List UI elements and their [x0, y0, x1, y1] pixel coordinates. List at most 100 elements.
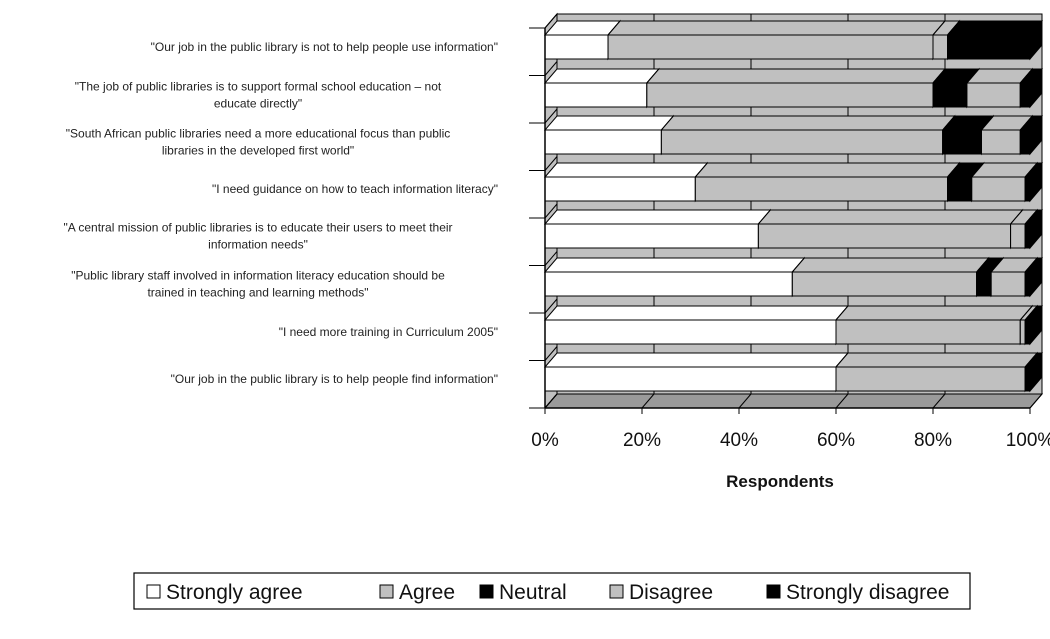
legend-entry: Strongly disagree: [767, 581, 949, 604]
bar-front-face: [977, 272, 992, 296]
legend: Strongly agree Agree Neutral Disagree Strong…: [134, 573, 970, 609]
bar-top-face: [948, 21, 1042, 35]
bar-front-face: [545, 35, 608, 59]
legend-label: Disagree: [629, 581, 713, 604]
bar-segment: [758, 210, 1022, 248]
bar-top-face: [545, 163, 707, 177]
x-tick-label: 20%: [623, 430, 661, 451]
bar-front-face: [695, 177, 947, 201]
legend-label: Strongly disagree: [786, 581, 949, 604]
bar-segment: [792, 258, 988, 296]
x-tick-label: 0%: [531, 430, 559, 451]
bar-front-face: [545, 272, 792, 296]
bar-front-face: [792, 272, 976, 296]
x-tick-label: 40%: [720, 430, 758, 451]
bar-top-face: [836, 306, 1032, 320]
bar-top-face: [545, 21, 620, 35]
bar-front-face: [948, 177, 972, 201]
bar-front-face: [1020, 83, 1030, 107]
bar-front-face: [943, 130, 982, 154]
bar-front-face: [948, 35, 1030, 59]
bar-top-face: [661, 116, 954, 130]
legend-label: Strongly agree: [166, 581, 303, 604]
bar-segment: [647, 69, 945, 107]
bar-segment: [695, 163, 959, 201]
bar-front-face: [608, 35, 933, 59]
bar-front-face: [991, 272, 1025, 296]
bar-front-face: [661, 130, 942, 154]
bar-front-face: [1025, 320, 1030, 344]
bar-front-face: [1011, 224, 1026, 248]
bar-front-face: [647, 83, 933, 107]
category-labels: "Our job in the public library is not to…: [63, 40, 498, 386]
x-tick-labels: 0% 20% 40% 60% 80% 100%: [531, 408, 1050, 451]
category-label: "I need guidance on how to teach informa…: [212, 182, 498, 196]
bar-front-face: [972, 177, 1025, 201]
bar-front-face: [1025, 367, 1030, 391]
bar-front-face: [967, 83, 1020, 107]
legend-swatch: [380, 585, 393, 598]
bar-front-face: [933, 83, 967, 107]
legend-swatch: [767, 585, 780, 598]
bar-front-face: [545, 320, 836, 344]
category-label: "The job of public libraries is to suppo…: [75, 80, 442, 111]
bar-front-face: [836, 320, 1020, 344]
bar-segment: [545, 210, 770, 248]
bar-segment: [836, 353, 1037, 391]
bar-front-face: [758, 224, 1010, 248]
x-tick-label: 80%: [914, 430, 952, 451]
bar-top-face: [758, 210, 1022, 224]
category-label: "Public library staff involved in inform…: [71, 269, 445, 300]
bar-top-face: [545, 306, 848, 320]
bar-segment: [608, 21, 945, 59]
x-tick-label: 100%: [1006, 430, 1050, 451]
bar-top-face: [545, 69, 659, 83]
legend-swatch: [480, 585, 493, 598]
bar-segment: [545, 353, 848, 391]
bar-segment: [545, 163, 707, 201]
bar-top-face: [695, 163, 959, 177]
x-tick-label: 60%: [817, 430, 855, 451]
category-label: "A central mission of public libraries i…: [63, 221, 452, 252]
bar-front-face: [1025, 224, 1030, 248]
bar-front-face: [545, 224, 758, 248]
bar-top-face: [647, 69, 945, 83]
legend-label: Neutral: [499, 581, 567, 604]
legend-swatch: [610, 585, 623, 598]
bar-top-face: [545, 210, 770, 224]
legend-swatch: [147, 585, 160, 598]
bar-front-face: [982, 130, 1021, 154]
bar-top-face: [545, 116, 673, 130]
bar-front-face: [545, 367, 836, 391]
x-axis-title: Respondents: [726, 472, 834, 491]
bar-front-face: [933, 35, 948, 59]
bar-front-face: [545, 83, 647, 107]
category-label: "I need more training in Curriculum 2005…: [279, 325, 498, 339]
category-label: "Our job in the public library is not to…: [151, 40, 498, 54]
bar-front-face: [1025, 272, 1030, 296]
legend-label: Agree: [399, 581, 455, 604]
bar-top-face: [608, 21, 945, 35]
bar-top-face: [836, 353, 1037, 367]
bar-segment: [545, 69, 659, 107]
bar-front-face: [836, 367, 1025, 391]
category-label: "Our job in the public library is to hel…: [171, 372, 498, 386]
floor: [545, 394, 1042, 408]
bar-front-face: [545, 130, 661, 154]
legend-entry: Strongly agree: [147, 581, 303, 604]
bar-segment: [545, 258, 804, 296]
bar-front-face: [1020, 320, 1025, 344]
category-label: "South African public libraries need a m…: [66, 127, 451, 158]
bar-segment: [545, 116, 673, 154]
bar-front-face: [1025, 177, 1030, 201]
bar-top-face: [792, 258, 988, 272]
bar-segment: [545, 306, 848, 344]
bar-front-face: [1020, 130, 1030, 154]
bar-top-face: [545, 258, 804, 272]
bar-front-face: [545, 177, 695, 201]
bar-top-face: [545, 353, 848, 367]
bar-segment: [836, 306, 1032, 344]
bar-segment: [661, 116, 954, 154]
bar-segment: [948, 21, 1042, 59]
